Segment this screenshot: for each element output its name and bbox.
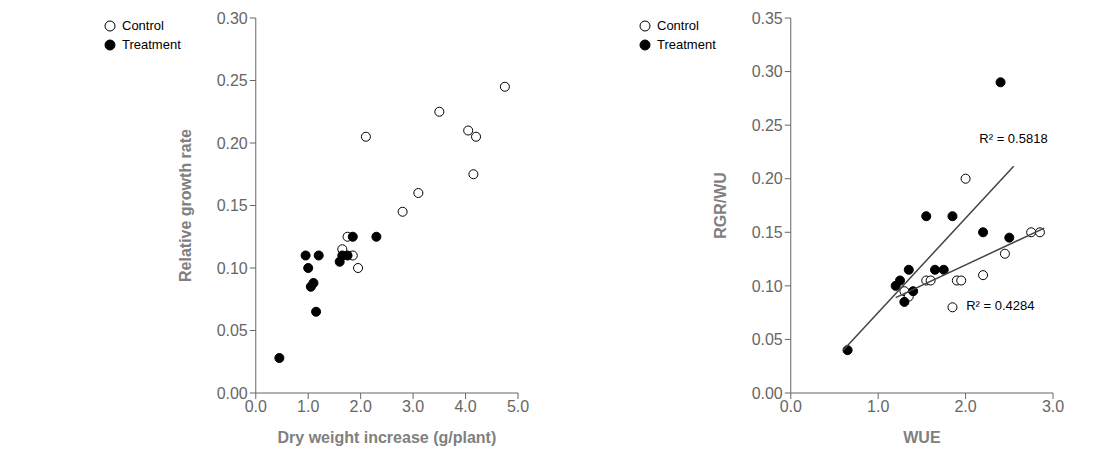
svg-text:0.05: 0.05 [752,331,783,348]
svg-text:0.10: 0.10 [752,278,783,295]
svg-text:RGR/WU: RGR/WU [712,172,729,239]
svg-text:5.0: 5.0 [507,398,529,415]
svg-text:0.30: 0.30 [752,63,783,80]
svg-text:Relative growth rate: Relative growth rate [177,129,194,282]
svg-text:0.25: 0.25 [752,117,783,134]
html-text:Control: Control [122,18,164,33]
svg-text:0.00: 0.00 [217,385,248,402]
svg-text:0.25: 0.25 [217,72,248,89]
svg-text:0.30: 0.30 [217,10,248,27]
svg-text:0.20: 0.20 [752,170,783,187]
svg-text:4.0: 4.0 [454,398,476,415]
svg-text:R² = 0.5818: R² = 0.5818 [979,131,1047,146]
svg-text:0.0: 0.0 [780,398,802,415]
svg-text:Dry weight increase (g/plant): Dry weight increase (g/plant) [278,429,497,446]
html-text:Control: Control [657,18,699,33]
svg-text:0.0: 0.0 [245,398,267,415]
svg-text:WUE: WUE [903,429,941,446]
svg-text:0.35: 0.35 [752,10,783,27]
svg-text:0.05: 0.05 [217,322,248,339]
svg-text:0.15: 0.15 [752,224,783,241]
svg-text:2.0: 2.0 [954,398,976,415]
svg-text:0.20: 0.20 [217,135,248,152]
svg-text:R² = 0.4284: R² = 0.4284 [966,298,1034,313]
svg-text:0.10: 0.10 [217,260,248,277]
svg-text:1.0: 1.0 [297,398,319,415]
svg-text:0.15: 0.15 [217,197,248,214]
svg-text:3.0: 3.0 [402,398,424,415]
svg-text:3.0: 3.0 [1042,398,1064,415]
html-text:Treatment: Treatment [122,37,181,52]
html-text:Treatment: Treatment [657,37,716,52]
svg-text:0.00: 0.00 [752,385,783,402]
svg-text:1.0: 1.0 [867,398,889,415]
svg-text:2.0: 2.0 [350,398,372,415]
